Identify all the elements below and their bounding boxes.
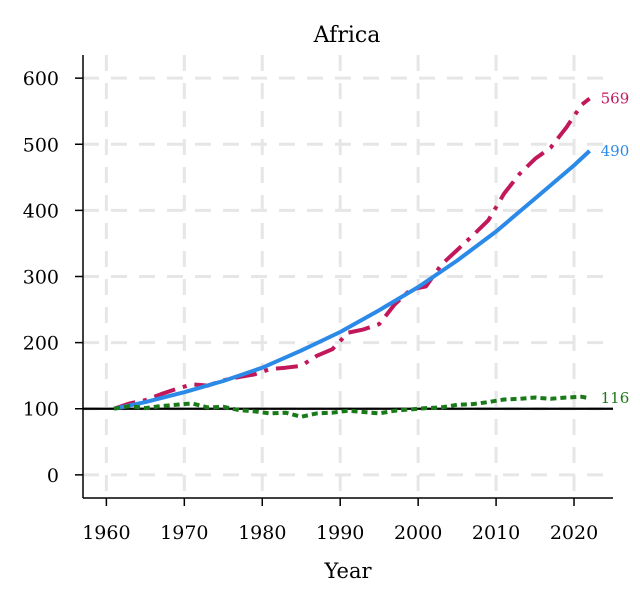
y-tick-label: 500 <box>23 134 59 156</box>
x-tick-label: 2020 <box>550 522 598 544</box>
y-tick-label: 400 <box>23 200 59 222</box>
x-tick-label: 2000 <box>394 522 442 544</box>
y-tick-label: 300 <box>23 267 59 289</box>
series-group <box>83 97 613 419</box>
series-end-label-2: 490 <box>601 142 630 160</box>
axes: 0 100 200 300 400 500 600 1960 1970 1980 1990 2000 2… <box>23 55 613 544</box>
series-line-2 <box>113 149 591 411</box>
x-tick-label: 1980 <box>238 522 286 544</box>
y-tick-label: 0 <box>47 465 59 487</box>
chart-title: Africa <box>313 23 381 48</box>
grid <box>83 55 613 498</box>
y-tick-label: 100 <box>23 399 59 421</box>
x-axis-label: Year <box>323 559 372 583</box>
series-line-1 <box>113 97 591 411</box>
series-line-3 <box>113 394 590 419</box>
series-end-label-3: 116 <box>601 389 630 407</box>
y-tick-label: 600 <box>23 68 59 90</box>
x-tick-label: 1970 <box>160 522 208 544</box>
series-end-label-1: 569 <box>601 90 630 108</box>
y-tick-label: 200 <box>23 333 59 355</box>
end-labels: 569 490 116 <box>601 90 630 408</box>
x-tick-label: 1990 <box>316 522 364 544</box>
x-tick-label: 1960 <box>82 522 130 544</box>
x-tick-label: 2010 <box>472 522 520 544</box>
